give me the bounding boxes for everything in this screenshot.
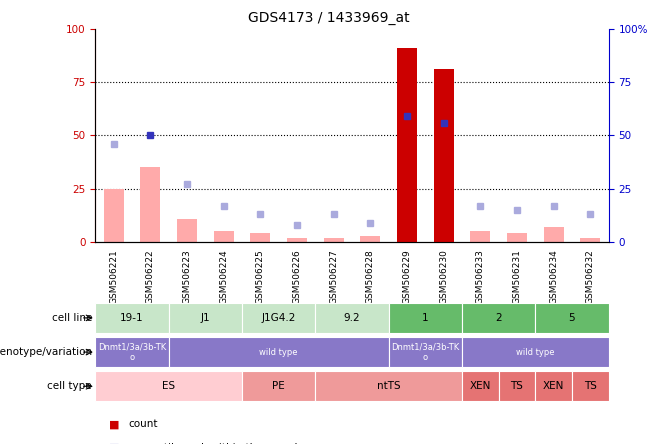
Text: ntTS: ntTS — [377, 381, 401, 391]
Bar — [104, 189, 124, 242]
Bar — [242, 371, 315, 401]
Bar — [95, 371, 242, 401]
Bar — [168, 337, 389, 367]
Text: 5: 5 — [569, 313, 575, 323]
Bar — [250, 234, 270, 242]
Bar — [132, 303, 168, 333]
Bar — [462, 337, 609, 367]
Bar — [462, 303, 536, 333]
Bar — [572, 371, 609, 401]
Text: Dnmt1/3a/3b-TK
o: Dnmt1/3a/3b-TK o — [98, 342, 166, 362]
Text: wild type: wild type — [259, 348, 298, 357]
Bar — [462, 371, 499, 401]
Bar — [205, 303, 242, 333]
Text: ■: ■ — [109, 443, 119, 444]
Bar — [352, 303, 389, 333]
Text: cell type: cell type — [47, 381, 92, 391]
Bar — [287, 238, 307, 242]
Bar — [168, 303, 242, 333]
Bar — [324, 238, 343, 242]
Text: 2: 2 — [495, 313, 502, 323]
Bar — [315, 303, 389, 333]
Bar — [95, 303, 168, 333]
Bar — [95, 303, 132, 333]
Text: PE: PE — [272, 381, 285, 391]
Bar — [279, 303, 315, 333]
Text: XEN: XEN — [543, 381, 565, 391]
Text: ES: ES — [162, 381, 175, 391]
Text: J1: J1 — [201, 313, 210, 323]
Bar — [177, 218, 197, 242]
Text: XEN: XEN — [470, 381, 491, 391]
Bar — [95, 337, 168, 367]
Text: count: count — [128, 420, 158, 429]
Text: Dnmt1/3a/3b-TK
o: Dnmt1/3a/3b-TK o — [392, 342, 459, 362]
Bar — [242, 303, 315, 333]
Text: wild type: wild type — [516, 348, 555, 357]
Bar — [315, 371, 462, 401]
Bar — [462, 303, 499, 333]
Bar — [242, 303, 279, 333]
Bar — [315, 303, 352, 333]
Bar — [140, 167, 161, 242]
Bar — [572, 303, 609, 333]
Bar — [434, 69, 454, 242]
Bar — [536, 371, 572, 401]
Bar — [361, 236, 380, 242]
Text: J1G4.2: J1G4.2 — [261, 313, 296, 323]
Bar — [544, 227, 564, 242]
Bar — [507, 234, 527, 242]
Bar — [470, 231, 490, 242]
Text: ■: ■ — [109, 420, 119, 429]
Text: TS: TS — [584, 381, 597, 391]
Text: 19-1: 19-1 — [120, 313, 144, 323]
Text: 9.2: 9.2 — [343, 313, 361, 323]
Bar — [214, 231, 234, 242]
Text: GDS4173 / 1433969_at: GDS4173 / 1433969_at — [248, 11, 410, 25]
Text: genotype/variation: genotype/variation — [0, 347, 92, 357]
Bar — [499, 371, 536, 401]
Bar — [499, 303, 536, 333]
Bar — [389, 337, 462, 367]
Bar — [168, 303, 205, 333]
Bar — [580, 238, 600, 242]
Bar — [397, 48, 417, 242]
Bar — [536, 303, 609, 333]
Text: cell line: cell line — [52, 313, 92, 323]
Bar — [389, 303, 425, 333]
Text: 1: 1 — [422, 313, 428, 323]
Bar — [536, 303, 572, 333]
Bar — [389, 303, 462, 333]
Bar — [425, 303, 462, 333]
Text: TS: TS — [511, 381, 523, 391]
Text: percentile rank within the sample: percentile rank within the sample — [128, 443, 304, 444]
